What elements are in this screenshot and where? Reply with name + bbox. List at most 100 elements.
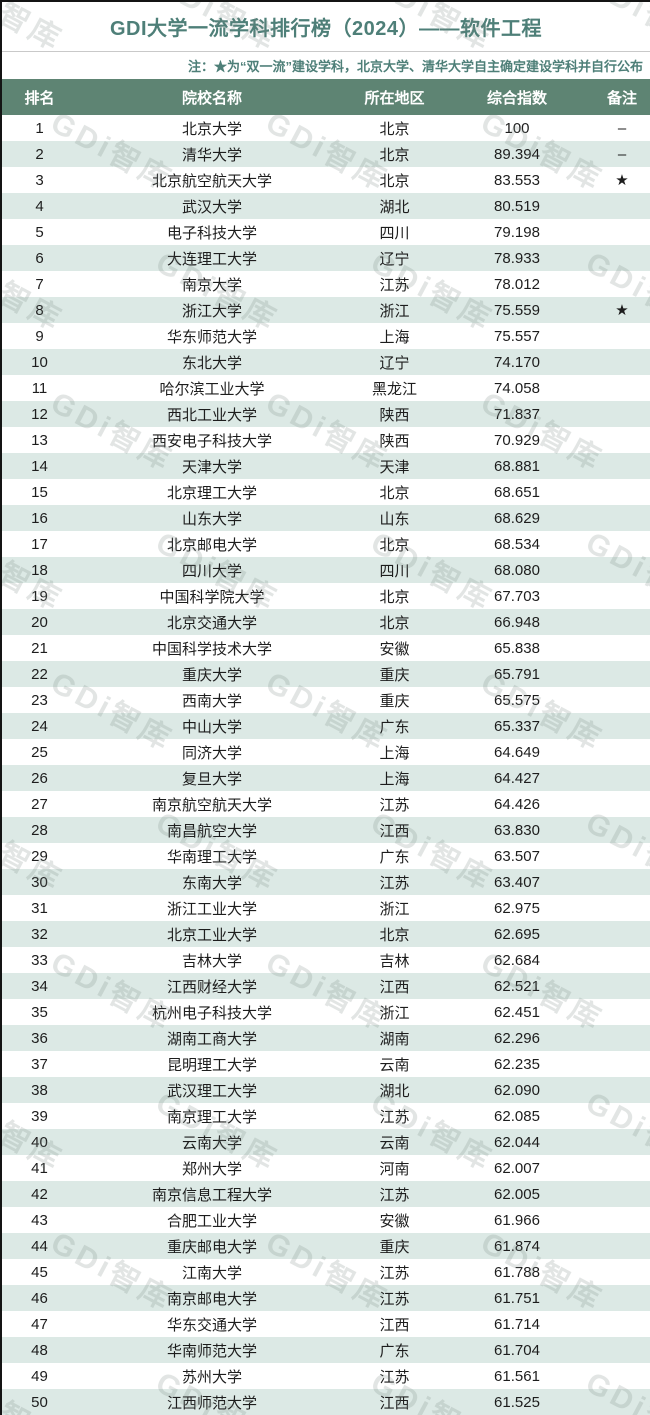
rank-cell: 28 bbox=[31, 821, 48, 839]
university-name-cell: 云南大学 bbox=[181, 1134, 242, 1152]
university-name-cell: 华东交通大学 bbox=[166, 1316, 257, 1334]
region-cell: 江西 bbox=[379, 1394, 410, 1412]
region-cell: 北京 bbox=[379, 146, 410, 164]
region-cell: 陕西 bbox=[379, 406, 410, 424]
region-cell: 浙江 bbox=[379, 900, 410, 918]
table-row: 5 电子科技大学 四川 79.198 bbox=[2, 219, 650, 245]
note-cell bbox=[592, 947, 650, 973]
title-bar: GDI大学一流学科排行榜（2024）——软件工程 bbox=[2, 2, 650, 52]
table-body: 1 北京大学 北京 100 – 2 清华大学 北京 89.394 – 3 北京航… bbox=[2, 115, 650, 1415]
rank-cell: 27 bbox=[31, 795, 48, 813]
table-row: 28 南昌航空大学 江西 63.830 bbox=[2, 817, 650, 843]
university-name-cell: 北京交通大学 bbox=[166, 614, 257, 632]
index-cell: 75.557 bbox=[494, 327, 540, 345]
region-cell: 云南 bbox=[379, 1134, 410, 1152]
note-cell bbox=[592, 219, 650, 245]
index-cell: 62.975 bbox=[494, 899, 540, 917]
region-cell: 湖北 bbox=[379, 1082, 410, 1100]
rank-cell: 34 bbox=[31, 977, 48, 995]
table-row: 23 西南大学 重庆 65.575 bbox=[2, 687, 650, 713]
table-row: 8 浙江大学 浙江 75.559 ★ bbox=[2, 297, 650, 323]
note-cell bbox=[592, 1155, 650, 1181]
note-cell bbox=[592, 609, 650, 635]
note-cell bbox=[592, 1025, 650, 1051]
table-row: 33 吉林大学 吉林 62.684 bbox=[2, 947, 650, 973]
region-cell: 河南 bbox=[379, 1160, 410, 1178]
index-cell: 68.534 bbox=[494, 535, 540, 553]
index-cell: 89.394 bbox=[494, 145, 540, 163]
rank-cell: 40 bbox=[31, 1133, 48, 1151]
region-cell: 四川 bbox=[379, 224, 410, 242]
table-row: 9 华东师范大学 上海 75.557 bbox=[2, 323, 650, 349]
rank-cell: 36 bbox=[31, 1029, 48, 1047]
index-cell: 61.561 bbox=[494, 1367, 540, 1385]
rank-cell: 30 bbox=[31, 873, 48, 891]
university-name-cell: 西安电子科技大学 bbox=[151, 432, 272, 450]
rank-cell: 3 bbox=[35, 171, 44, 189]
region-cell: 重庆 bbox=[379, 666, 410, 684]
region-cell: 江苏 bbox=[379, 874, 410, 892]
note-cell bbox=[592, 1337, 650, 1363]
rank-cell: 31 bbox=[31, 899, 48, 917]
university-name-cell: 昆明理工大学 bbox=[166, 1056, 257, 1074]
index-cell: 61.704 bbox=[494, 1341, 540, 1359]
table-row: 46 南京邮电大学 江苏 61.751 bbox=[2, 1285, 650, 1311]
table-row: 12 西北工业大学 陕西 71.837 bbox=[2, 401, 650, 427]
note-cell bbox=[592, 1259, 650, 1285]
table-row: 27 南京航空航天大学 江苏 64.426 bbox=[2, 791, 650, 817]
region-cell: 江西 bbox=[379, 978, 410, 996]
university-name-cell: 哈尔滨工业大学 bbox=[159, 380, 265, 398]
rank-cell: 22 bbox=[31, 665, 48, 683]
university-name-cell: 东北大学 bbox=[181, 354, 242, 372]
note-bar: 注：★为“双一流”建设学科，北京大学、清华大学自主确定建设学科并自行公布 bbox=[2, 52, 650, 79]
index-cell: 64.649 bbox=[494, 743, 540, 761]
table-row: 17 北京邮电大学 北京 68.534 bbox=[2, 531, 650, 557]
table-row: 30 东南大学 江苏 63.407 bbox=[2, 869, 650, 895]
note-cell bbox=[592, 765, 650, 791]
region-cell: 天津 bbox=[379, 458, 410, 476]
index-cell: 65.838 bbox=[494, 639, 540, 657]
region-cell: 四川 bbox=[379, 562, 410, 580]
table-row: 50 江西师范大学 江西 61.525 bbox=[2, 1389, 650, 1415]
rank-cell: 37 bbox=[31, 1055, 48, 1073]
table-row: 31 浙江工业大学 浙江 62.975 bbox=[2, 895, 650, 921]
note-cell bbox=[592, 843, 650, 869]
region-cell: 江苏 bbox=[379, 1186, 410, 1204]
rank-cell: 32 bbox=[31, 925, 48, 943]
rank-cell: 5 bbox=[35, 223, 44, 241]
note-cell bbox=[592, 635, 650, 661]
university-name-cell: 武汉大学 bbox=[181, 198, 242, 216]
note-cell bbox=[592, 895, 650, 921]
note-cell bbox=[592, 453, 650, 479]
table-row: 44 重庆邮电大学 重庆 61.874 bbox=[2, 1233, 650, 1259]
index-cell: 63.407 bbox=[494, 873, 540, 891]
index-cell: 62.005 bbox=[494, 1185, 540, 1203]
university-name-cell: 华南师范大学 bbox=[166, 1342, 257, 1360]
index-cell: 62.235 bbox=[494, 1055, 540, 1073]
index-cell: 68.080 bbox=[494, 561, 540, 579]
page-title: GDI大学一流学科排行榜（2024）——软件工程 bbox=[109, 18, 543, 40]
note-cell bbox=[592, 479, 650, 505]
university-name-cell: 湖南工商大学 bbox=[166, 1030, 257, 1048]
table-row: 38 武汉理工大学 湖北 62.090 bbox=[2, 1077, 650, 1103]
university-name-cell: 北京航空航天大学 bbox=[151, 172, 272, 190]
region-cell: 浙江 bbox=[379, 1004, 410, 1022]
region-cell: 湖北 bbox=[379, 198, 410, 216]
column-header-region: 所在地区 bbox=[347, 79, 442, 115]
index-cell: 74.170 bbox=[494, 353, 540, 371]
index-cell: 61.714 bbox=[494, 1315, 540, 1333]
index-cell: 64.427 bbox=[494, 769, 540, 787]
table-row: 36 湖南工商大学 湖南 62.296 bbox=[2, 1025, 650, 1051]
table-row: 25 同济大学 上海 64.649 bbox=[2, 739, 650, 765]
university-name-cell: 山东大学 bbox=[181, 510, 242, 528]
table-row: 16 山东大学 山东 68.629 bbox=[2, 505, 650, 531]
university-name-cell: 江西财经大学 bbox=[166, 978, 257, 996]
table-row: 47 华东交通大学 江西 61.714 bbox=[2, 1311, 650, 1337]
table-row: 39 南京理工大学 江苏 62.085 bbox=[2, 1103, 650, 1129]
table-row: 1 北京大学 北京 100 – bbox=[2, 115, 650, 141]
region-cell: 北京 bbox=[379, 536, 410, 554]
university-name-cell: 大连理工大学 bbox=[166, 250, 257, 268]
region-cell: 江西 bbox=[379, 1316, 410, 1334]
table-row: 4 武汉大学 湖北 80.519 bbox=[2, 193, 650, 219]
note-cell bbox=[592, 999, 650, 1025]
